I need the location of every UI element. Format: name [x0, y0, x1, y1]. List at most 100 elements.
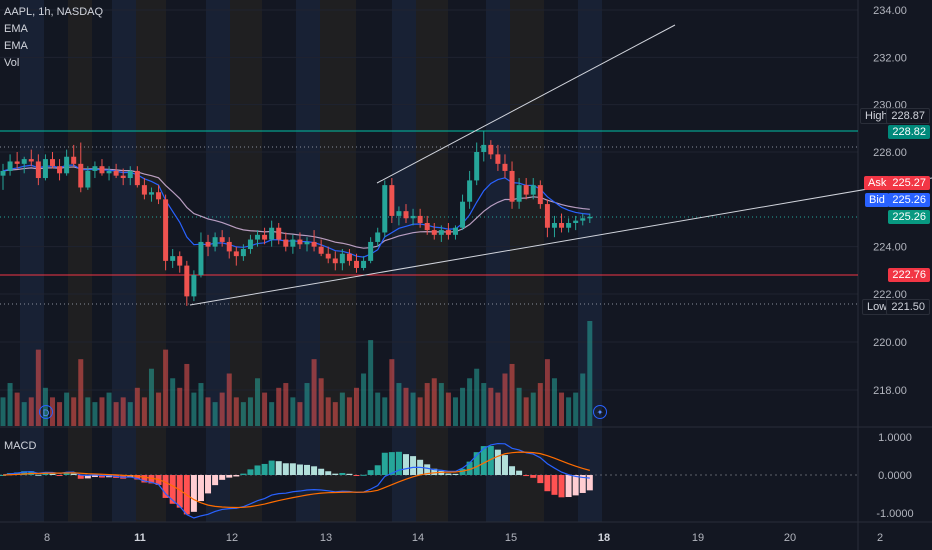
volume-bar	[184, 363, 190, 426]
macd-histogram-bar	[21, 471, 28, 475]
session-bands	[20, 0, 602, 522]
macd-signal-line	[2, 451, 590, 509]
session-band	[510, 0, 544, 522]
macd-histogram-bar	[466, 461, 473, 475]
volume-bar	[354, 387, 359, 426]
candle-body	[269, 227, 275, 240]
candle-body	[113, 170, 119, 176]
candle-body	[537, 185, 543, 205]
macd-histogram-bar	[261, 463, 268, 475]
volume-bar	[191, 392, 197, 426]
volume-bar	[7, 383, 13, 426]
indicator-ema-2[interactable]: EMA	[4, 40, 28, 52]
price-tick-label: 218.00	[873, 385, 907, 397]
macd-line	[2, 442, 590, 519]
dividend-marker[interactable]: D	[39, 405, 53, 419]
volume-bar	[502, 373, 508, 426]
macd-histogram-bar	[544, 475, 551, 492]
volume-bar	[113, 402, 119, 426]
volume-bar	[212, 402, 218, 426]
candle-body	[177, 256, 183, 266]
candle-body	[587, 216, 593, 219]
macd-histogram-bar	[558, 475, 565, 498]
candle-body	[240, 249, 246, 257]
volume-bar	[205, 397, 211, 426]
candle-body	[57, 166, 63, 174]
session-band	[230, 0, 262, 522]
indicator-ema-1[interactable]: EMA	[4, 23, 28, 35]
session-band	[44, 0, 68, 522]
volume-bar	[580, 373, 586, 426]
volume-bar	[262, 392, 268, 426]
candle-body	[106, 170, 112, 174]
volume-bar	[318, 378, 324, 426]
volume-bar	[488, 387, 494, 426]
candle-body	[262, 234, 268, 240]
candle-body	[332, 258, 338, 264]
macd-histogram-bar	[537, 475, 544, 484]
volume-bar	[403, 387, 409, 426]
candle-body	[219, 237, 225, 242]
symbol-label[interactable]: AAPL, 1h, NASDAQ	[4, 6, 104, 18]
volume-bar	[509, 363, 515, 426]
macd-histogram-bar	[219, 475, 226, 480]
volume-bar	[587, 321, 593, 426]
candle-body	[488, 144, 494, 155]
volume-bar	[431, 378, 437, 426]
macd-label[interactable]: MACD	[4, 440, 37, 452]
volume-bar	[467, 378, 473, 426]
candle-body	[184, 265, 190, 297]
macd-histogram-bar	[42, 473, 49, 475]
macd-histogram-bar	[49, 473, 56, 475]
macd-histogram-bar	[254, 465, 261, 475]
candle-body	[495, 154, 501, 164]
candle-body	[304, 241, 310, 245]
macd-histogram-bar	[530, 475, 537, 478]
volume-bar	[530, 392, 536, 426]
volume-bar	[283, 383, 289, 426]
volume-bar	[523, 397, 529, 426]
candle-body	[544, 204, 550, 228]
volume-bar	[14, 392, 20, 426]
candle-body	[559, 223, 565, 228]
volume-bar	[551, 378, 557, 426]
macd-histogram-bar	[233, 475, 240, 477]
macd-histogram-bar	[501, 455, 508, 475]
candles	[0, 131, 593, 306]
macd-histogram-bar	[473, 452, 480, 475]
macd-histogram-bar	[318, 468, 325, 475]
volume-bar	[537, 383, 543, 426]
volume-bar	[21, 402, 27, 426]
macd-histogram-bar	[162, 475, 169, 498]
macd-histogram-bar	[226, 475, 233, 478]
volume-bar	[134, 387, 140, 426]
candle-body	[509, 170, 515, 202]
candle-body	[502, 163, 508, 171]
macd-histogram-bar	[311, 466, 318, 475]
candle-body	[481, 144, 487, 152]
bid-value: 225.26	[888, 193, 930, 207]
candle-body	[431, 230, 437, 235]
candle-body	[191, 275, 197, 297]
candle-body	[163, 199, 169, 261]
volume-bar	[339, 392, 345, 426]
volume-bar	[85, 397, 91, 426]
indicator-volume[interactable]: Vol	[4, 57, 20, 69]
volume-bar	[269, 402, 275, 426]
candle-body	[460, 201, 466, 228]
candle-body	[474, 152, 480, 181]
candle-body	[410, 215, 416, 219]
macd-histogram-bar	[367, 470, 374, 475]
time-tick-label: 15	[505, 532, 517, 544]
macd-histogram-bar	[360, 474, 367, 476]
candle-body	[438, 230, 444, 235]
macd-histogram-bar	[410, 456, 417, 475]
earnings-marker-icon[interactable]: ✦	[593, 405, 607, 419]
candle-body	[523, 185, 529, 195]
macd-histogram-bar	[424, 464, 431, 475]
high-label: High	[860, 108, 893, 124]
volume-bar	[127, 402, 133, 426]
candle-body	[424, 223, 430, 231]
candle-body	[198, 241, 204, 276]
